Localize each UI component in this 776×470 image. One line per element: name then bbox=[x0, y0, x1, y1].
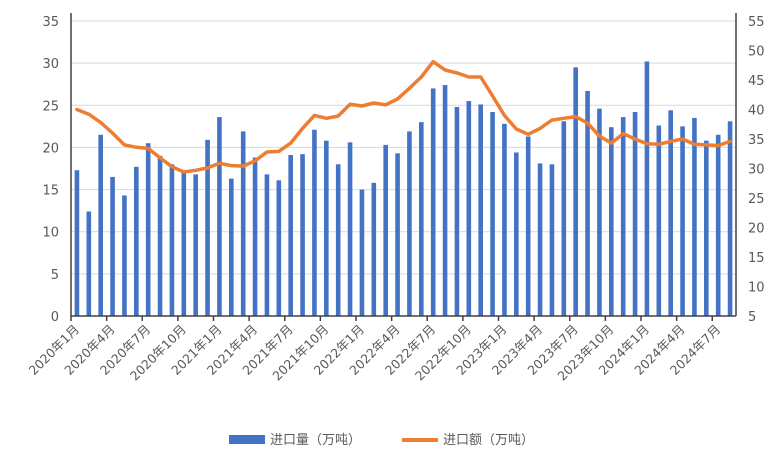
right-tick-label: 35 bbox=[748, 133, 765, 148]
bar bbox=[657, 126, 662, 316]
left-tick-label: 15 bbox=[42, 184, 59, 199]
bar bbox=[526, 136, 531, 316]
bar bbox=[716, 135, 721, 316]
bar bbox=[146, 143, 151, 316]
legend-label-line: 进口额（万吨） bbox=[443, 433, 534, 448]
bar bbox=[170, 164, 175, 316]
bar bbox=[538, 163, 543, 316]
legend-label-bar: 进口量（万吨） bbox=[270, 433, 361, 448]
right-tick-label: 55 bbox=[748, 15, 765, 30]
bar bbox=[241, 131, 246, 316]
bar-series bbox=[75, 61, 733, 316]
bar bbox=[502, 124, 507, 316]
bar bbox=[573, 67, 578, 316]
left-tick-label: 35 bbox=[42, 15, 59, 30]
bar bbox=[419, 122, 424, 316]
right-tick-label: 20 bbox=[748, 222, 765, 237]
bar bbox=[383, 145, 388, 316]
bar bbox=[455, 107, 460, 316]
bar bbox=[478, 104, 483, 316]
bar bbox=[229, 179, 234, 316]
bar bbox=[692, 118, 697, 316]
bar bbox=[645, 61, 650, 316]
bar bbox=[300, 154, 305, 316]
left-tick-label: 25 bbox=[42, 99, 59, 114]
bar bbox=[182, 173, 187, 316]
bar bbox=[443, 85, 448, 316]
bar bbox=[704, 141, 709, 316]
bar bbox=[217, 117, 222, 316]
bar bbox=[288, 155, 293, 316]
bar bbox=[633, 112, 638, 316]
bar bbox=[431, 88, 436, 316]
bar bbox=[98, 135, 103, 316]
bar bbox=[75, 170, 80, 316]
right-tick-label: 40 bbox=[748, 104, 765, 119]
right-tick-label: 25 bbox=[748, 192, 765, 207]
bar bbox=[312, 130, 317, 316]
left-tick-label: 5 bbox=[51, 268, 59, 283]
left-tick-label: 10 bbox=[42, 226, 59, 241]
bar bbox=[562, 121, 567, 316]
bar bbox=[265, 174, 270, 316]
bar bbox=[193, 174, 198, 316]
bar bbox=[514, 152, 519, 316]
bar bbox=[407, 131, 412, 316]
left-tick-label: 20 bbox=[42, 141, 59, 156]
bar bbox=[550, 164, 555, 316]
left-tick-label: 0 bbox=[51, 310, 59, 325]
bar bbox=[597, 109, 602, 316]
bar bbox=[621, 117, 626, 316]
bar bbox=[277, 180, 282, 316]
bar bbox=[122, 195, 127, 316]
bar bbox=[253, 158, 258, 316]
bar bbox=[395, 153, 400, 316]
bar bbox=[348, 142, 353, 316]
left-tick-label: 30 bbox=[42, 57, 59, 72]
bar bbox=[490, 112, 495, 316]
bar bbox=[680, 126, 685, 316]
legend-swatch-bar bbox=[229, 435, 265, 444]
line-series bbox=[77, 62, 730, 173]
bar bbox=[110, 177, 115, 316]
bar bbox=[324, 141, 329, 316]
right-tick-label: 50 bbox=[748, 45, 765, 60]
bar bbox=[87, 211, 92, 316]
legend: 进口量（万吨） 进口额（万吨） bbox=[229, 433, 534, 448]
bar bbox=[134, 167, 139, 316]
right-tick-label: 10 bbox=[748, 281, 765, 296]
right-tick-label: 15 bbox=[748, 251, 765, 266]
bar bbox=[372, 183, 377, 316]
right-tick-label: 45 bbox=[748, 74, 765, 89]
right-tick-label: 30 bbox=[748, 163, 765, 178]
bar bbox=[728, 121, 733, 316]
bar bbox=[360, 190, 365, 316]
bar bbox=[467, 101, 472, 316]
bar bbox=[609, 127, 614, 316]
bar bbox=[336, 164, 341, 316]
line-path bbox=[77, 62, 730, 172]
bar bbox=[158, 156, 163, 316]
right-tick-label: 5 bbox=[748, 310, 756, 325]
